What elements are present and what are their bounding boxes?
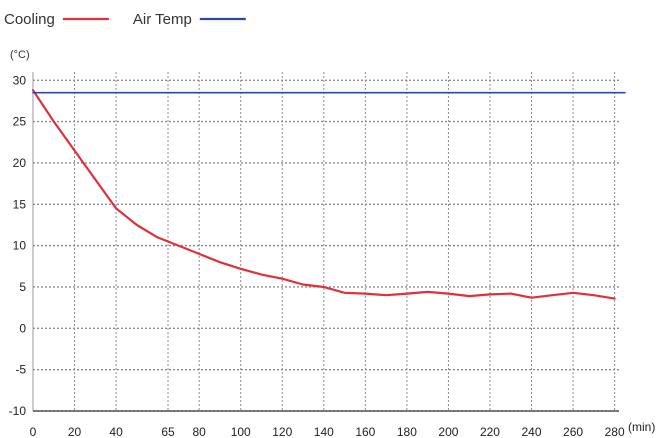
x-tick-label: 65: [161, 425, 175, 438]
y-tick-label: 20: [13, 156, 27, 170]
legend-label-air-temp: Air Temp: [133, 11, 192, 28]
y-tick-label: -10: [9, 404, 27, 418]
y-tick-label: 10: [13, 239, 27, 253]
x-tick-label: 80: [192, 425, 206, 438]
x-tick-label: 0: [30, 425, 37, 438]
x-tick-label: 240: [522, 425, 542, 438]
series-line-cooling: [31, 89, 616, 300]
series-lines: [31, 89, 626, 300]
y-tick-label: 5: [19, 280, 26, 294]
y-tick-label: -5: [15, 363, 26, 377]
x-tick-label: 100: [231, 425, 251, 438]
x-axis-ticks: 0 20 40 65 80 100 120 140 160 180 200 220 240 260 280: [30, 425, 625, 438]
y-tick-label: 25: [13, 115, 27, 129]
x-tick-label: 280: [605, 425, 625, 438]
x-tick-label: 120: [272, 425, 292, 438]
y-tick-label: 30: [13, 73, 27, 87]
x-axis-unit: (min): [628, 420, 655, 434]
x-tick-label: 160: [355, 425, 375, 438]
legend: Cooling Air Temp: [4, 11, 246, 28]
y-tick-label: 15: [13, 197, 27, 211]
x-tick-label: 40: [109, 425, 123, 438]
x-tick-label: 180: [397, 425, 417, 438]
x-tick-label: 200: [438, 425, 458, 438]
grid: [32, 72, 619, 412]
y-tick-label: 0: [19, 321, 26, 335]
x-tick-label: 220: [480, 425, 500, 438]
x-tick-label: 140: [314, 425, 334, 438]
y-axis-unit: (°C): [10, 49, 30, 61]
legend-label-cooling: Cooling: [4, 11, 55, 28]
y-axis-ticks: 30 25 20 15 10 5 0 -5 -10: [9, 73, 27, 418]
x-tick-label: 260: [563, 425, 583, 438]
x-tick-label: 20: [68, 425, 82, 438]
